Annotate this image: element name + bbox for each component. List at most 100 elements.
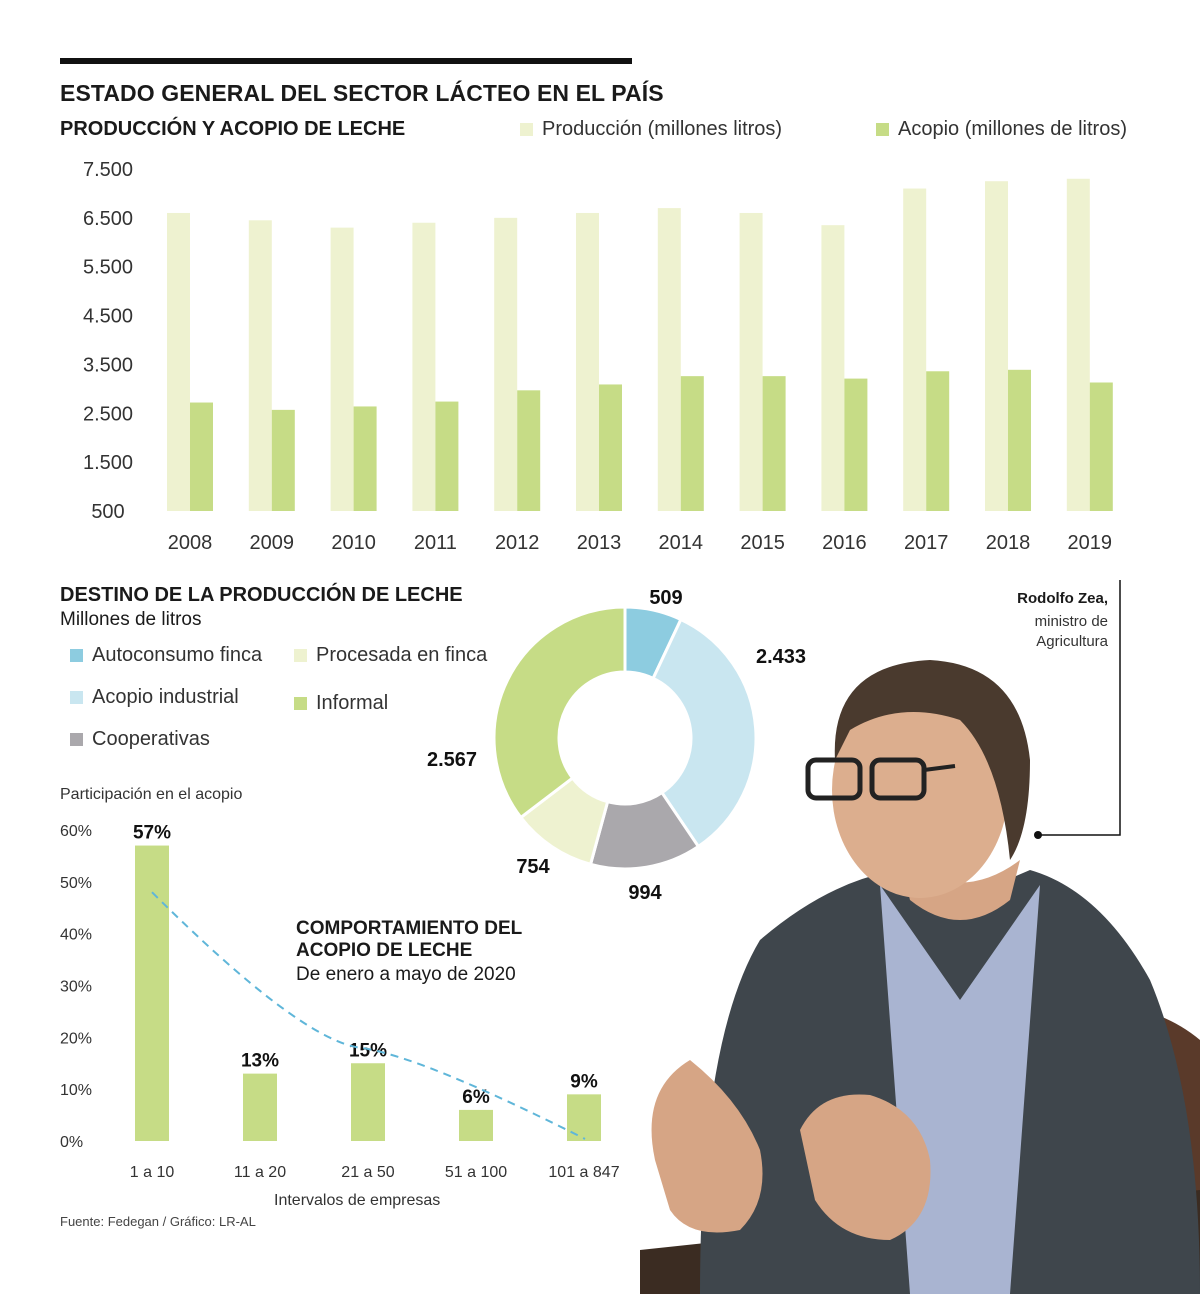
right-hand-shape — [800, 1094, 931, 1240]
donut-slice-acopio-industrial — [651, 617, 758, 849]
x-tick-label: 2011 — [414, 532, 457, 554]
bar-produccion — [657, 208, 681, 512]
hair-shape — [834, 660, 1030, 860]
y-tick-label: 6.500 — [83, 208, 133, 230]
bar-produccion — [167, 212, 190, 511]
glasses-right-icon — [869, 757, 927, 801]
x-tick-label: 2008 — [168, 532, 213, 554]
x-tick-label: 2013 — [577, 532, 622, 554]
acopio-chart-title: COMPORTAMIENTO DEL ACOPIO DE LECHE — [296, 918, 522, 961]
bar-produccion — [1066, 178, 1090, 511]
x-axis-title: Intervalos de empresas — [274, 1192, 441, 1209]
donut-data-label: 509 — [649, 587, 682, 609]
y-tick-label: 10% — [60, 1082, 92, 1099]
bar-chart-title: PRODUCCIÓN Y ACOPIO DE LECHE — [60, 118, 406, 140]
x-tick-label: 1 a 10 — [130, 1164, 175, 1181]
y-tick-label: 4.500 — [83, 306, 133, 328]
bar-acopio — [1008, 369, 1031, 511]
y-tick-label: 3.500 — [83, 354, 133, 376]
bar-produccion — [985, 181, 1008, 511]
y-tick-label: 50% — [60, 875, 92, 892]
donut-subtitle: Millones de litros — [60, 609, 202, 630]
legend-label-procesada: Procesada en finca — [316, 644, 488, 666]
legend-label-informal: Informal — [316, 692, 389, 714]
x-tick-label: 21 a 50 — [341, 1164, 394, 1181]
y-axis-title: Participación en el acopio — [60, 786, 243, 803]
y-tick-label: 30% — [60, 979, 92, 996]
legend-informal: Informal — [294, 692, 388, 715]
bar-data-label: 15% — [349, 1040, 387, 1061]
bar-produccion — [821, 225, 845, 511]
header-rule — [60, 58, 632, 64]
legend-industrial: Acopio industrial — [70, 686, 239, 709]
y-tick-label: 7.500 — [83, 159, 133, 181]
bar-acopio — [271, 409, 295, 511]
bar-acopio — [680, 376, 704, 511]
person-role: ministro de Agricultura — [988, 612, 1108, 652]
x-tick-label: 2009 — [250, 532, 295, 554]
bar-produccion — [576, 212, 599, 511]
bar-produccion — [494, 217, 518, 511]
bar-data-label: 57% — [133, 823, 171, 844]
person-name: Rodolfo Zea, — [1017, 590, 1108, 607]
callout-dot — [1034, 831, 1042, 839]
x-tick-label: 2019 — [1068, 532, 1113, 554]
legend-label-acopio: Acopio (millones de litros) — [898, 118, 1127, 140]
source-note: Fuente: Fedegan / Gráfico: LR-AL — [60, 1214, 256, 1229]
legend-swatch-acopio — [876, 123, 889, 136]
bar-acopio — [353, 406, 377, 511]
donut-title: DESTINO DE LA PRODUCCIÓN DE LECHE — [60, 584, 463, 606]
bar-data-label: 13% — [241, 1051, 279, 1072]
bar-produccion — [412, 222, 436, 511]
x-tick-label: 2018 — [986, 532, 1031, 554]
person-role-line2: Agricultura — [1036, 633, 1108, 650]
legend-swatch-procesada — [294, 649, 307, 662]
head-shape — [832, 682, 1008, 898]
acopio-chart-subtitle: De enero a mayo de 2020 — [296, 964, 516, 985]
legend-produccion: Producción (millones litros) — [520, 118, 782, 141]
x-tick-label: 2010 — [331, 532, 376, 554]
legend-label-autoconsumo: Autoconsumo finca — [92, 644, 263, 666]
bar-acopio — [435, 401, 459, 511]
bar-produccion — [248, 220, 272, 512]
bar-produccion — [903, 188, 927, 512]
y-tick-label: 2.500 — [83, 403, 133, 425]
legend-acopio: Acopio (millones de litros) — [876, 118, 1127, 141]
page-title: ESTADO GENERAL DEL SECTOR LÁCTEO EN EL P… — [60, 80, 664, 106]
legend-label-industrial: Acopio industrial — [92, 686, 239, 708]
callout-line — [1038, 580, 1121, 836]
legend-swatch-informal — [294, 697, 307, 710]
legend-label-produccion: Producción (millones litros) — [542, 118, 783, 140]
legend-swatch-industrial — [70, 691, 83, 704]
legend-label-cooperativas: Cooperativas — [92, 728, 210, 750]
x-tick-label: 11 a 20 — [234, 1164, 286, 1181]
glasses-arm — [923, 764, 956, 772]
legend-swatch-cooperativas — [70, 733, 83, 746]
bar-acopio-intervalo — [459, 1109, 493, 1141]
donut-data-label: 754 — [516, 856, 550, 878]
y-tick-label: 20% — [60, 1030, 92, 1047]
x-tick-label: 2017 — [904, 532, 949, 554]
x-tick-label: 2016 — [822, 532, 867, 554]
bar-acopio-intervalo — [243, 1073, 277, 1141]
x-tick-label: 2014 — [659, 532, 704, 554]
left-hand-shape — [651, 1060, 763, 1233]
bar-data-label: 9% — [570, 1071, 598, 1092]
legend-swatch-autoconsumo — [70, 649, 83, 662]
bar-acopio — [762, 376, 786, 511]
neck-shape — [900, 860, 1020, 920]
person-role-line1: ministro de — [1034, 613, 1108, 630]
x-tick-label: 51 a 100 — [445, 1164, 507, 1181]
bar-acopio-intervalo — [351, 1063, 385, 1141]
donut-data-label: 2.567 — [427, 749, 477, 771]
legend-procesada: Procesada en finca — [294, 644, 487, 667]
x-tick-label: 101 a 847 — [548, 1164, 619, 1181]
legend-cooperativas: Cooperativas — [70, 728, 210, 751]
y-tick-label: 5.500 — [83, 257, 133, 279]
bar-acopio-intervalo — [567, 1094, 601, 1141]
legend-swatch-produccion — [520, 123, 533, 136]
bar-produccion — [739, 212, 763, 511]
bar-acopio — [517, 390, 541, 511]
donut-data-label: 2.433 — [756, 646, 806, 668]
